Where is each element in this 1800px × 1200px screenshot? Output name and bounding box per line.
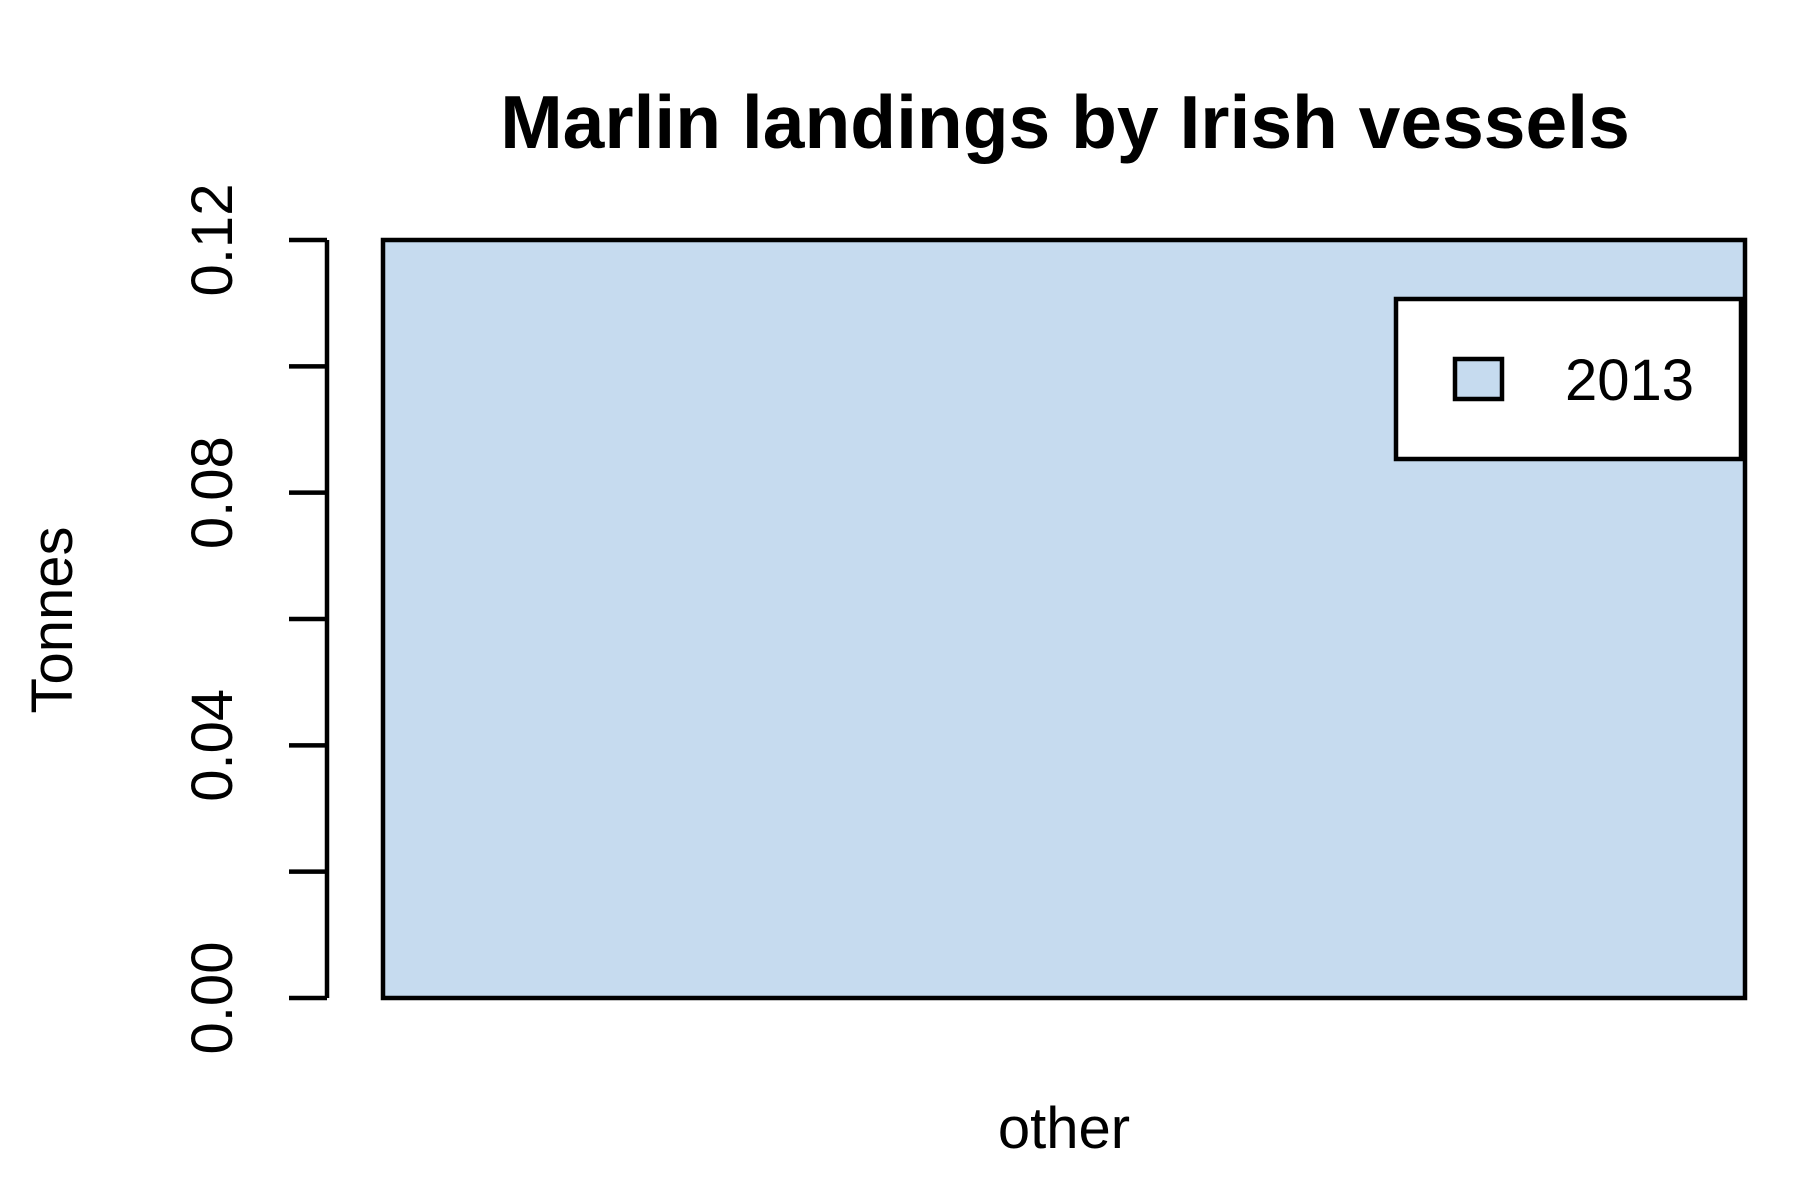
x-category-label: other (998, 1096, 1130, 1161)
legend-label: 2013 (1565, 348, 1694, 413)
chart-title: Marlin landings by Irish vessels (500, 80, 1630, 164)
legend-entries: 2013 (1452, 348, 1694, 413)
legend: 2013 (1393, 296, 1744, 462)
y-tick-label: 0.12 (180, 184, 245, 297)
legend-swatch (1452, 356, 1505, 402)
y-axis-ticks: 0.00 0.04 0.08 0.12 (180, 184, 327, 1055)
y-axis-label: Tonnes (20, 526, 85, 713)
y-tick-label: 0.00 (180, 942, 245, 1055)
x-axis-labels: other (998, 1096, 1130, 1161)
y-tick-label: 0.08 (180, 436, 245, 549)
y-tick-label: 0.04 (180, 689, 245, 802)
